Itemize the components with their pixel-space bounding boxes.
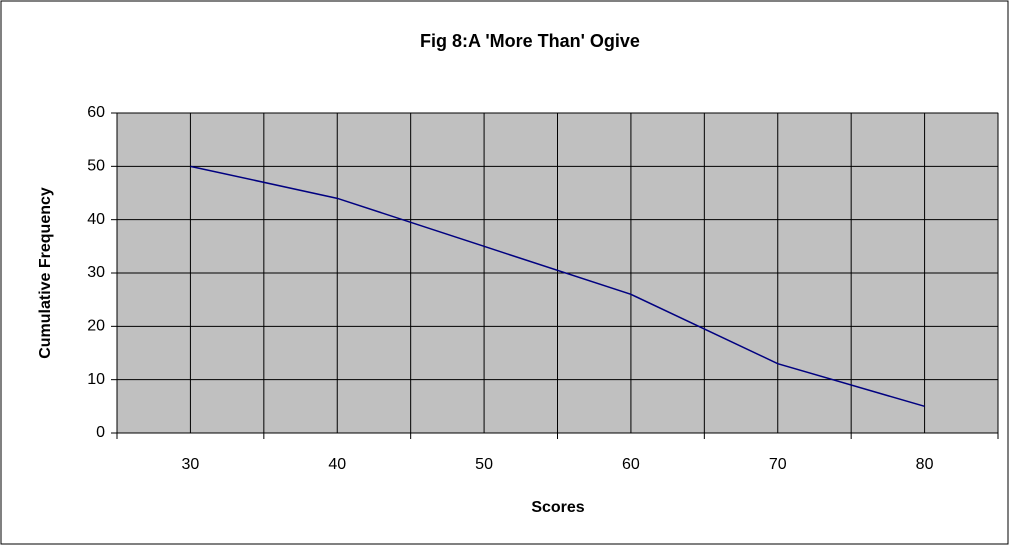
y-axis-label: Cumulative Frequency (37, 187, 54, 359)
x-tick-label: 30 (182, 456, 200, 473)
x-tick-label: 40 (328, 456, 346, 473)
y-tick-label: 0 (96, 424, 105, 441)
y-tick-label: 10 (87, 371, 105, 388)
series-line (190, 165, 925, 408)
x-tick-label: 50 (475, 456, 493, 473)
x-tick-label: 80 (916, 456, 934, 473)
y-tick-label: 30 (87, 264, 105, 281)
y-tick-label: 60 (87, 104, 105, 121)
y-tick-label: 20 (87, 318, 105, 335)
x-tick-label: 70 (769, 456, 787, 473)
x-tick-label: 60 (622, 456, 640, 473)
y-tick-label: 40 (87, 211, 105, 228)
chart-title: Fig 8:A 'More Than' Ogive (420, 31, 640, 51)
y-tick-label: 50 (87, 158, 105, 175)
x-axis-label: Scores (531, 499, 584, 516)
